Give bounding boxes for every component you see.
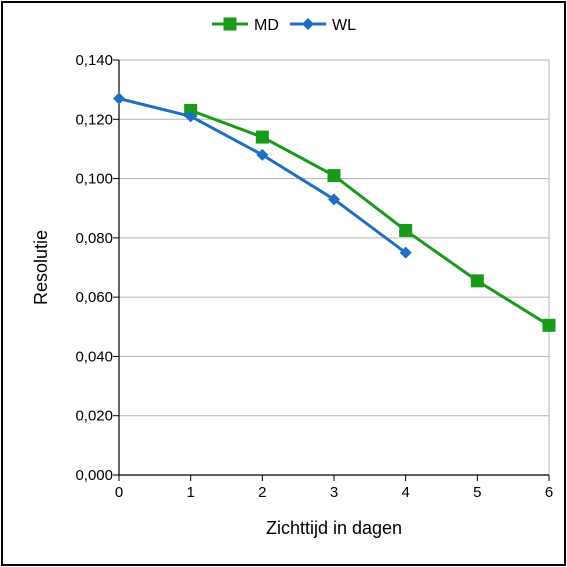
data-point-md bbox=[255, 130, 269, 144]
data-point-wl bbox=[184, 110, 197, 123]
data-point-md bbox=[542, 318, 556, 332]
legend-label-md: MD bbox=[254, 17, 279, 34]
y-axis-title: Resolutie bbox=[31, 230, 51, 305]
data-point-md bbox=[327, 169, 341, 183]
x-tick-label: 5 bbox=[473, 484, 481, 501]
data-point-md bbox=[470, 274, 484, 288]
y-tick-label: 0,000 bbox=[75, 467, 113, 484]
y-tick-label: 0,020 bbox=[75, 408, 113, 425]
x-axis-title: Zichttijd in dagen bbox=[266, 518, 402, 538]
y-tick-label: 0,140 bbox=[75, 52, 113, 69]
legend: MD WL bbox=[212, 17, 356, 34]
y-tick-label: 0,060 bbox=[75, 289, 113, 306]
legend-item-wl: WL bbox=[290, 17, 356, 34]
data-point-wl bbox=[256, 148, 269, 161]
legend-marker-wl bbox=[302, 18, 314, 30]
x-tick-label: 4 bbox=[401, 484, 409, 501]
x-tick-label: 3 bbox=[330, 484, 338, 501]
series-wl bbox=[113, 92, 412, 259]
series-line-wl bbox=[118, 97, 407, 254]
legend-item-md: MD bbox=[212, 17, 279, 34]
y-tick-label: 0,040 bbox=[75, 348, 113, 365]
legend-label-wl: WL bbox=[332, 17, 356, 34]
x-tick-label: 0 bbox=[115, 484, 123, 501]
data-point-wl bbox=[328, 193, 340, 206]
x-tick-label: 6 bbox=[545, 484, 553, 501]
x-tick-label: 2 bbox=[258, 484, 266, 501]
y-tick-label: 0,120 bbox=[75, 111, 113, 128]
data-point-wl bbox=[113, 92, 125, 105]
y-tick-label: 0,100 bbox=[75, 171, 113, 188]
x-tick-label: 1 bbox=[186, 484, 194, 501]
series-line-md bbox=[190, 108, 550, 327]
legend-marker-md bbox=[223, 17, 237, 31]
data-point-md bbox=[399, 223, 413, 237]
data-point-wl bbox=[399, 246, 412, 259]
y-tick-label: 0,080 bbox=[75, 230, 113, 247]
